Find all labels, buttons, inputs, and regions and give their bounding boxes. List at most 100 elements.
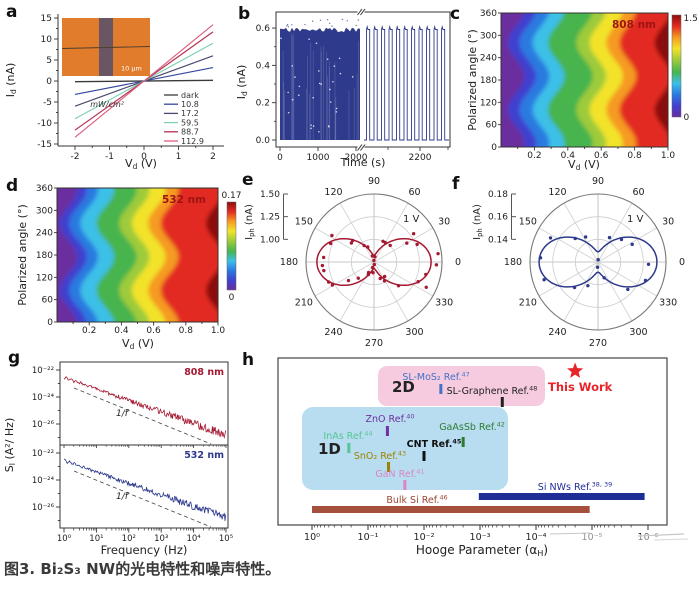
svg-text:1000: 1000 [307,153,330,163]
svg-text:-2: -2 [71,152,80,162]
svg-text:1: 1 [176,152,182,162]
svg-text:0: 0 [229,293,235,303]
svg-text:SI (A²/ Hz): SI (A²/ Hz) [3,418,17,472]
svg-text:808 nm: 808 nm [184,367,224,378]
svg-text:InAs Ref.44: InAs Ref.44 [323,430,372,443]
panel-label-a: a [6,2,18,22]
panel-label-f: f [452,174,460,194]
svg-text:180: 180 [504,257,522,268]
svg-text:10⁻²²: 10⁻²² [32,449,54,459]
svg-text:0.2: 0.2 [256,99,270,109]
svg-text:10⁻¹: 10⁻¹ [358,532,379,543]
svg-text:17.2: 17.2 [181,109,199,118]
svg-text:2D: 2D [392,378,415,396]
svg-text:-1: -1 [105,152,114,162]
panel-label-e: e [242,170,254,190]
svg-text:0: 0 [455,257,461,268]
svg-text:60: 60 [632,187,644,198]
svg-text:2: 2 [210,152,216,162]
svg-text:10⁻²⁴: 10⁻²⁴ [32,476,55,486]
svg-text:SL-MoS₂ Ref.47: SL-MoS₂ Ref.47 [402,371,469,384]
panel-label-g: g [8,348,21,368]
svg-text:Vd (V): Vd (V) [122,337,154,351]
svg-text:0.6: 0.6 [594,151,609,161]
svg-text:10⁵: 10⁵ [219,534,233,544]
svg-text:10⁴: 10⁴ [186,534,201,544]
svg-text:112.9: 112.9 [181,137,204,146]
svg-text:0.14: 0.14 [488,235,508,245]
svg-text:120: 120 [324,187,342,198]
svg-text:120: 120 [548,187,566,198]
svg-text:10⁻³: 10⁻³ [470,532,491,543]
svg-text:1D: 1D [318,440,341,458]
svg-text:dark: dark [181,91,199,100]
svg-text:360: 360 [480,9,497,19]
svg-text:CNT Ref.45: CNT Ref.45 [407,438,462,451]
svg-text:0: 0 [491,143,497,153]
svg-text:2000: 2000 [345,153,368,163]
svg-text:1/f: 1/f [116,492,130,502]
svg-text:1.0: 1.0 [661,151,676,161]
svg-text:10⁻²⁶: 10⁻²⁶ [32,503,55,513]
svg-text:90: 90 [592,176,604,187]
svg-text:300: 300 [629,327,647,338]
svg-text:GaAsSb Ref.42: GaAsSb Ref.42 [439,421,505,434]
svg-text:150: 150 [519,217,537,228]
svg-text:0.16: 0.16 [488,213,508,223]
svg-text:SnO₂ Ref.43: SnO₂ Ref.43 [354,450,406,463]
svg-text:150: 150 [295,217,313,228]
svg-text:10.8: 10.8 [181,100,199,109]
svg-text:180: 180 [480,76,497,86]
svg-text:240: 240 [324,327,342,338]
svg-text:10¹: 10¹ [89,534,103,544]
svg-text:Si NWs Ref.38, 39: Si NWs Ref.38, 39 [538,481,612,494]
svg-text:0: 0 [684,113,690,123]
svg-text:15: 15 [41,14,52,24]
svg-text:Hooge Parameter (αH): Hooge Parameter (αH) [416,543,548,558]
svg-text:10⁻²⁶: 10⁻²⁶ [32,420,55,430]
svg-text:2200: 2200 [409,153,432,163]
svg-text:30: 30 [662,217,674,228]
svg-text:1.00: 1.00 [260,235,280,245]
svg-text:10³: 10³ [154,534,168,544]
svg-text:330: 330 [435,298,453,309]
svg-text:1.25: 1.25 [260,213,280,223]
svg-text:240: 240 [548,327,566,338]
svg-text:Bulk Si Ref.46: Bulk Si Ref.46 [386,494,447,507]
panel-g-noise-spectra-chart: 1/f 808 nm 10⁻²² 10⁻²⁴ 10⁻²⁶ 1/f 532 nm 10⁻²² 10… [3,361,233,557]
svg-text:1 V: 1 V [627,214,644,225]
panel-d-heatmap-532nm: 0 60 120 180 240 300 360 0.2 0.4 0.6 0.8 1.0 Polariz… [16,184,242,351]
svg-text:SL-Graphene Ref.48: SL-Graphene Ref.48 [447,385,538,398]
panel-b-time-trace-chart: 0.0 0.2 0.4 0.6 0 1000 2000 2200 Id (nA) Time (s) [235,8,451,169]
svg-text:1/f: 1/f [116,409,130,419]
svg-text:0.4: 0.4 [561,151,576,161]
svg-text:360: 360 [36,184,53,194]
svg-text:1 V: 1 V [403,214,420,225]
svg-text:210: 210 [519,298,537,309]
panel-f-polar-plot-532nm: 0 30 60 90 120 150 180 210 240 270 300 330 0.14 0.16 0… [472,176,685,349]
svg-text:10⁻⁶: 10⁻⁶ [638,532,659,543]
svg-text:532 nm: 532 nm [162,194,206,206]
svg-text:0.6: 0.6 [146,326,161,336]
svg-text:This Work: This Work [548,380,613,394]
svg-text:0.4: 0.4 [114,326,129,336]
svg-text:300: 300 [480,31,497,41]
svg-text:270: 270 [365,338,383,349]
svg-text:240: 240 [36,229,53,239]
svg-text:90: 90 [368,176,380,187]
svg-text:60: 60 [42,296,54,306]
svg-text:300: 300 [36,206,53,216]
svg-text:-10: -10 [37,119,52,129]
svg-text:0: 0 [679,257,685,268]
panel-e-polar-plot-808nm: 0 30 60 90 120 150 180 210 240 270 300 330 1.00 1.25 1… [244,176,461,349]
svg-text:0.8: 0.8 [179,326,194,336]
svg-text:Polarized angle (°): Polarized angle (°) [16,204,29,305]
svg-text:88.7: 88.7 [181,128,199,137]
svg-text:0: 0 [46,77,52,87]
svg-text:0.6: 0.6 [256,24,271,34]
svg-text:180: 180 [280,257,298,268]
svg-text:120: 120 [480,98,497,108]
